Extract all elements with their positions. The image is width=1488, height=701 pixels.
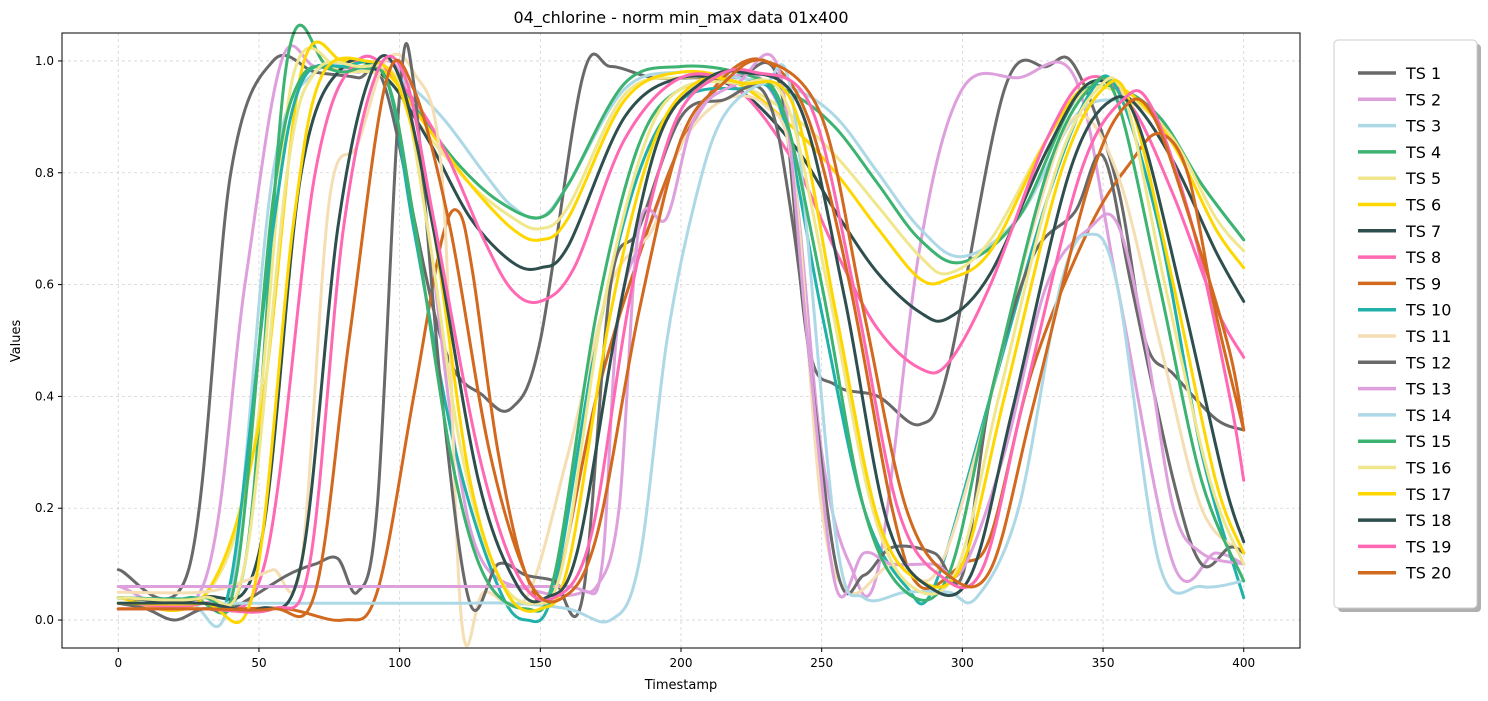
- x-tick-label: 50: [251, 656, 266, 670]
- legend-label-ts-20: TS 20: [1405, 564, 1451, 583]
- series-line-ts-8: [116, 54, 1246, 610]
- series-line-ts-4: [116, 23, 1246, 615]
- legend-label-ts-19: TS 19: [1405, 537, 1451, 556]
- legend-label-ts-5: TS 5: [1405, 169, 1441, 188]
- series-lines: [116, 23, 1246, 648]
- axis-ticks: 0 50 100 150 200 250 300 350 400 0.0 0.2 0.4 0.6 0.8 1…: [35, 54, 1255, 670]
- legend-label-ts-16: TS 16: [1405, 459, 1451, 478]
- legend-label-ts-10: TS 10: [1405, 301, 1451, 320]
- y-tick-label: 0.4: [35, 389, 54, 403]
- legend-label-ts-8: TS 8: [1405, 248, 1441, 267]
- x-tick-label: 350: [1092, 656, 1115, 670]
- legend-label-ts-13: TS 13: [1405, 380, 1451, 399]
- chart-title: 04_chlorine - norm min_max data 01x400: [514, 8, 849, 28]
- legend-label-ts-4: TS 4: [1405, 143, 1441, 162]
- x-tick-label: 0: [114, 656, 122, 670]
- series-line-ts-16: [116, 60, 1246, 607]
- series-line-ts-15: [116, 63, 1246, 613]
- x-tick-label: 400: [1232, 656, 1255, 670]
- y-tick-label: 1.0: [35, 54, 54, 68]
- series-line-ts-19: [116, 54, 1246, 614]
- y-tick-label: 0.8: [35, 166, 54, 180]
- x-tick-label: 250: [810, 656, 833, 670]
- x-tick-label: 300: [951, 656, 974, 670]
- series-line-ts-18: [116, 54, 1246, 613]
- legend-label-ts-11: TS 11: [1405, 327, 1451, 346]
- legend-label-ts-9: TS 9: [1405, 274, 1441, 293]
- series-line-ts-12: [116, 41, 1246, 622]
- y-tick-label: 0.0: [35, 613, 54, 627]
- legend-label-ts-15: TS 15: [1405, 432, 1451, 451]
- y-tick-label: 0.2: [35, 501, 54, 515]
- legend-label-ts-12: TS 12: [1405, 353, 1451, 372]
- y-tick-label: 0.6: [35, 278, 54, 292]
- x-tick-label: 200: [670, 656, 693, 670]
- legend-label-ts-3: TS 3: [1405, 117, 1441, 136]
- legend-label-ts-18: TS 18: [1405, 511, 1451, 530]
- series-line-ts-20: [116, 58, 1246, 619]
- x-axis-title: Timestamp: [644, 678, 718, 693]
- legend-label-ts-2: TS 2: [1405, 90, 1441, 109]
- legend-label-ts-7: TS 7: [1405, 222, 1441, 241]
- series-line-ts-13: [116, 52, 1246, 599]
- y-axis-title: Values: [9, 320, 24, 363]
- x-tick-label: 100: [388, 656, 411, 670]
- legend-label-ts-6: TS 6: [1405, 196, 1441, 215]
- legend-label-ts-1: TS 1: [1405, 64, 1441, 83]
- legend: TS 1 TS 2 TS 3 TS 4 TS 5 TS 6 TS 7 TS 8 TS 9 TS 1…: [1333, 39, 1481, 612]
- series-line-ts-17: [116, 56, 1246, 624]
- series-line-ts-6: [116, 40, 1246, 612]
- x-tick-label: 150: [529, 656, 552, 670]
- legend-label-ts-14: TS 14: [1405, 406, 1451, 425]
- legend-label-ts-17: TS 17: [1405, 485, 1451, 504]
